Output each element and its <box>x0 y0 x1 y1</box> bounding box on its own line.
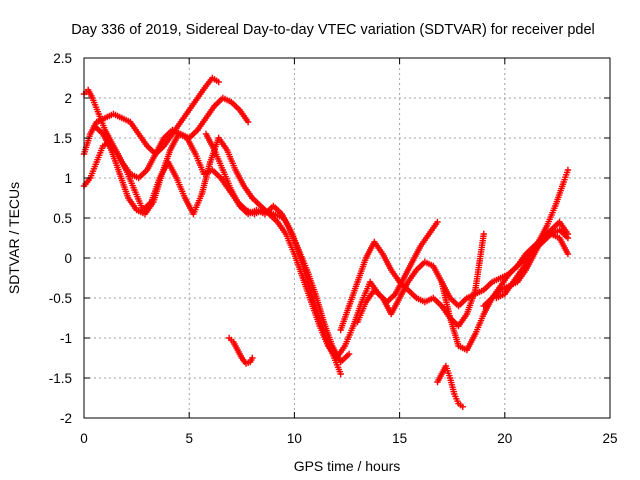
tick-layer: 0 5 10 15 20 25 -2 -1.5 -1 -0.5 0 0.5 1 1.5 2 2.5 <box>49 51 618 446</box>
data-point <box>459 403 466 410</box>
data-point <box>480 230 487 238</box>
x-axis-label: GPS time / hours <box>294 458 401 474</box>
data-point <box>345 350 353 358</box>
y-tick-label: 0.5 <box>53 211 72 226</box>
data-point <box>244 118 252 126</box>
series-track-7 <box>249 194 441 362</box>
x-tick-label: 20 <box>497 431 512 446</box>
y-tick-label: -0.5 <box>49 291 72 306</box>
data-point <box>215 78 222 86</box>
series-track-13 <box>480 218 572 310</box>
data-point <box>337 370 344 378</box>
data-layer <box>80 74 572 410</box>
y-tick-label: -2 <box>60 411 72 426</box>
plot-frame <box>83 57 611 419</box>
data-point <box>434 218 441 226</box>
y-tick-label: 0 <box>64 251 72 266</box>
y-axis-label: SDTVAR / TECUs <box>6 182 22 294</box>
x-tick-label: 5 <box>185 431 193 446</box>
y-tick-label: 2 <box>64 91 72 106</box>
series-track-10 <box>434 362 466 410</box>
data-point <box>564 230 572 238</box>
y-tick-label: -1 <box>60 331 72 346</box>
grid-layer <box>84 58 610 418</box>
series-track-5 <box>202 130 353 366</box>
series-track-8 <box>337 230 487 334</box>
y-tick-label: 2.5 <box>53 51 72 66</box>
x-tick-label: 0 <box>80 431 88 446</box>
series-track-3 <box>80 134 256 218</box>
data-point <box>564 250 572 258</box>
y-tick-label: 1 <box>64 171 72 186</box>
x-tick-label: 10 <box>287 431 302 446</box>
series-track-6 <box>225 334 256 367</box>
chart-title: Day 336 of 2019, Sidereal Day-to-day VTE… <box>71 22 595 38</box>
x-tick-label: 15 <box>392 431 407 446</box>
y-tick-label: -1.5 <box>49 371 72 386</box>
data-point <box>564 166 572 174</box>
y-tick-label: 1.5 <box>53 131 72 146</box>
x-tick-label: 25 <box>602 431 617 446</box>
data-point <box>249 354 256 362</box>
